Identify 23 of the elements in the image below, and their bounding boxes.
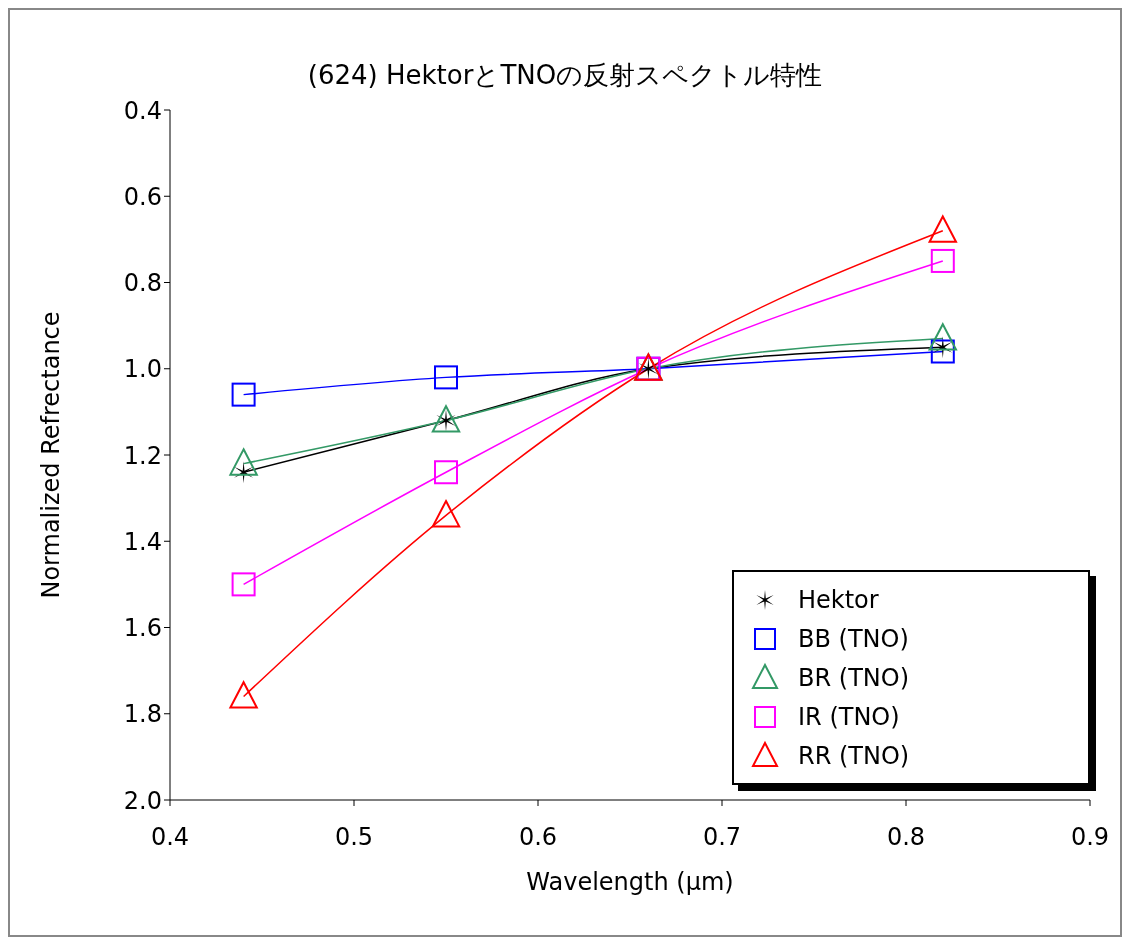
y-tick-label: 1.0 <box>123 355 162 384</box>
y-tick-label: 1.8 <box>123 700 162 729</box>
y-axis-title: Normalized Refrectance <box>36 311 65 599</box>
x-tick-label: 0.4 <box>150 823 190 852</box>
x-tick-label: 0.9 <box>1070 823 1110 852</box>
x-tick-label: 0.6 <box>518 823 558 852</box>
x-tick-label: 0.5 <box>334 823 374 852</box>
legend-label: IR (TNO) <box>798 702 900 731</box>
y-tick-label: 1.6 <box>123 614 162 643</box>
chart-title: (624) HektorとTNOの反射スペクトル特性 <box>306 59 824 92</box>
legend-label: BB (TNO) <box>798 624 909 653</box>
x-tick-label: 0.8 <box>886 823 926 852</box>
x-axis-title: Wavelength (μm) <box>526 868 734 896</box>
y-tick-label: 0.6 <box>123 182 162 211</box>
y-tick-label: 2.0 <box>123 786 162 815</box>
y-tick-label: 1.2 <box>123 441 162 470</box>
legend-label: RR (TNO) <box>798 741 910 770</box>
y-tick-label: 1.4 <box>123 527 162 556</box>
y-tick-label: 0.4 <box>123 96 162 125</box>
x-tick-label: 0.7 <box>702 823 742 852</box>
y-tick-label: 0.8 <box>123 269 162 298</box>
legend-label: Hektor <box>798 585 879 614</box>
legend-label: BR (TNO) <box>798 663 909 692</box>
